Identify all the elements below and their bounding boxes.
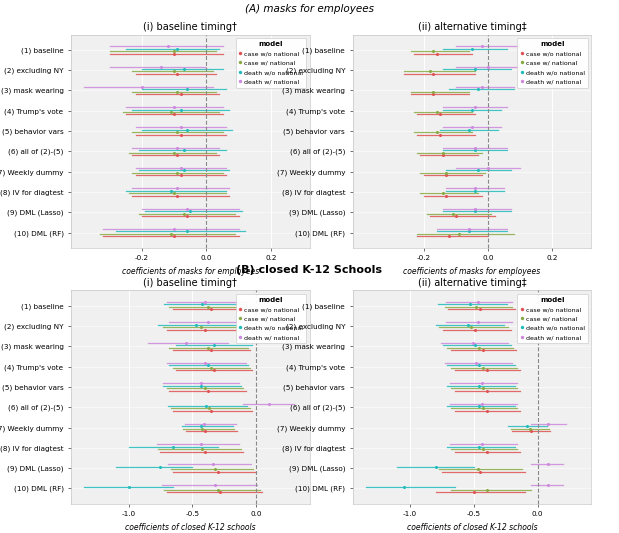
Title: (ii) alternative timing‡: (ii) alternative timing‡ — [418, 22, 526, 33]
Title: (i) baseline timing†: (i) baseline timing† — [144, 22, 237, 33]
X-axis label: coefficients of masks for employees: coefficients of masks for employees — [404, 267, 540, 276]
Text: (B) closed K-12 Schools: (B) closed K-12 Schools — [236, 265, 383, 276]
X-axis label: coefficients of masks for employees: coefficients of masks for employees — [122, 267, 259, 276]
Text: (A) masks for employees: (A) masks for employees — [245, 4, 374, 14]
Legend: case w/o national, case w/ national, death w/o national, death w/ national: case w/o national, case w/ national, dea… — [235, 294, 306, 343]
Legend: case w/o national, case w/ national, death w/o national, death w/ national: case w/o national, case w/ national, dea… — [235, 38, 306, 87]
Legend: case w/o national, case w/ national, death w/o national, death w/ national: case w/o national, case w/ national, dea… — [517, 294, 588, 343]
Title: (i) baseline timing†: (i) baseline timing† — [144, 278, 237, 288]
Legend: case w/o national, case w/ national, death w/o national, death w/ national: case w/o national, case w/ national, dea… — [517, 38, 588, 87]
Title: (ii) alternative timing‡: (ii) alternative timing‡ — [418, 278, 526, 288]
X-axis label: coefficients of closed K-12 schools: coefficients of closed K-12 schools — [125, 523, 256, 532]
X-axis label: coefficients of closed K-12 schools: coefficients of closed K-12 schools — [407, 523, 537, 532]
